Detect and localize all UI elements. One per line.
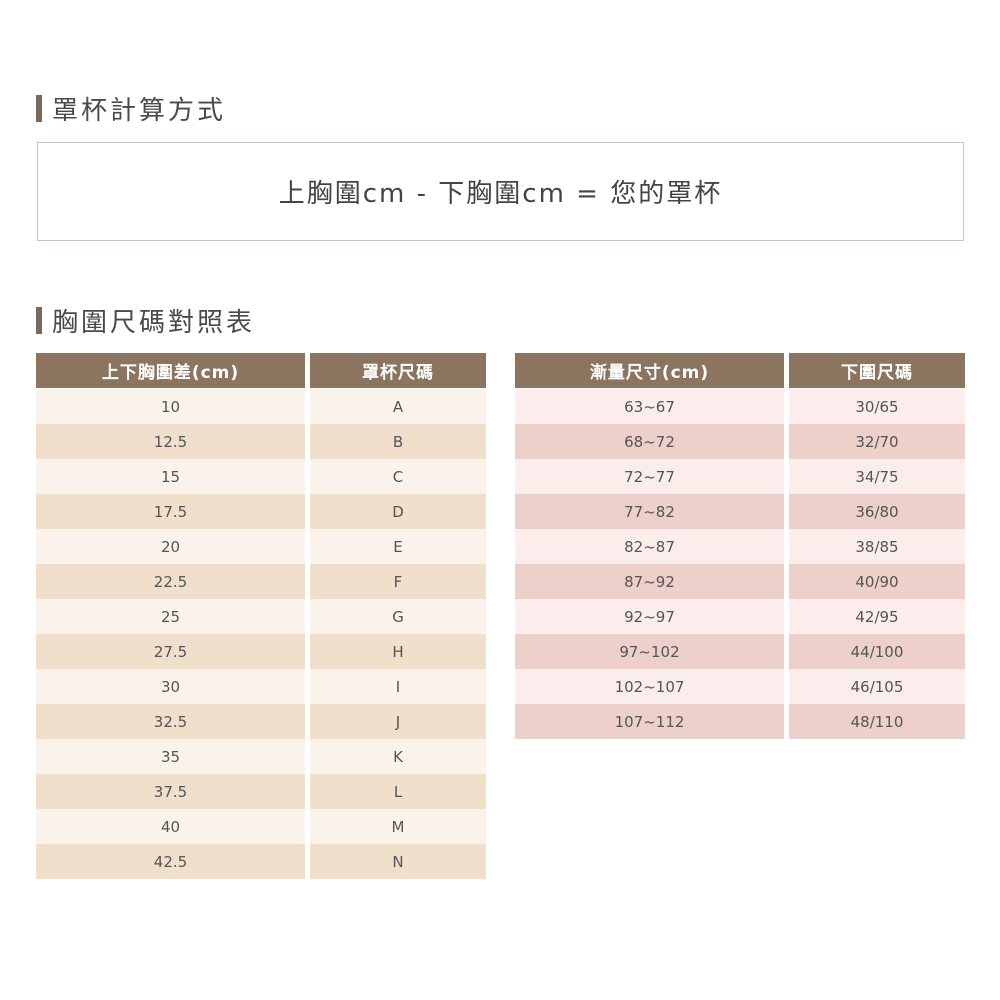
table-cell: 15 bbox=[36, 459, 305, 494]
table-cell: 48/110 bbox=[789, 704, 965, 739]
table-cell: 40 bbox=[36, 809, 305, 844]
table-cell: 34/75 bbox=[789, 459, 965, 494]
table-cell: 30/65 bbox=[789, 389, 965, 424]
table-cell: 42.5 bbox=[36, 844, 305, 879]
table-cell: N bbox=[310, 844, 486, 879]
table-cell: 40/90 bbox=[789, 564, 965, 599]
table-cell: 107~112 bbox=[515, 704, 784, 739]
table-cell: 68~72 bbox=[515, 424, 784, 459]
table-cell: F bbox=[310, 564, 486, 599]
formula-box: 上胸圍cm - 下胸圍cm = 您的罩杯 bbox=[37, 142, 964, 241]
table-cell: 10 bbox=[36, 389, 305, 424]
table-cell: 82~87 bbox=[515, 529, 784, 564]
formula-text: 上胸圍cm - 下胸圍cm = 您的罩杯 bbox=[278, 179, 723, 209]
table-cell: M bbox=[310, 809, 486, 844]
table-cell: G bbox=[310, 599, 486, 634]
table-cell: 35 bbox=[36, 739, 305, 774]
table-cell: 77~82 bbox=[515, 494, 784, 529]
column-header: 漸量尺寸(cm) bbox=[515, 353, 784, 388]
column-header: 上下胸圍差(cm) bbox=[36, 353, 305, 388]
table-cell: A bbox=[310, 389, 486, 424]
table-cell: 36/80 bbox=[789, 494, 965, 529]
column-header: 罩杯尺碼 bbox=[310, 353, 486, 388]
column-diff: 上下胸圍差(cm) 10 12.5 15 17.5 20 22.5 25 27.5 30 32.5 3… bbox=[36, 353, 305, 879]
table-cell: 17.5 bbox=[36, 494, 305, 529]
table-cell: 30 bbox=[36, 669, 305, 704]
title-accent-bar bbox=[36, 307, 42, 334]
table-cell: 97~102 bbox=[515, 634, 784, 669]
table-cell: C bbox=[310, 459, 486, 494]
table-cell: 25 bbox=[36, 599, 305, 634]
section-title-text: 胸圍尺碼對照表 bbox=[52, 308, 256, 338]
table-cell: 87~92 bbox=[515, 564, 784, 599]
table-cell: 102~107 bbox=[515, 669, 784, 704]
table-cell: 46/105 bbox=[789, 669, 965, 704]
table-cell: 27.5 bbox=[36, 634, 305, 669]
table-cell: 92~97 bbox=[515, 599, 784, 634]
table-cell: H bbox=[310, 634, 486, 669]
table-cell: 38/85 bbox=[789, 529, 965, 564]
table-cell: 44/100 bbox=[789, 634, 965, 669]
table-cell: J bbox=[310, 704, 486, 739]
table-cell: 22.5 bbox=[36, 564, 305, 599]
column-band: 下圍尺碼 30/65 32/70 34/75 36/80 38/85 40/90 42/95 4… bbox=[789, 353, 965, 739]
column-cup: 罩杯尺碼 A B C D E F G H I J K L M N bbox=[310, 353, 486, 879]
column-header: 下圍尺碼 bbox=[789, 353, 965, 388]
table-cell: D bbox=[310, 494, 486, 529]
column-range: 漸量尺寸(cm) 63~67 68~72 72~77 77~82 82~87 87~92 92… bbox=[515, 353, 784, 739]
table-cell: 72~77 bbox=[515, 459, 784, 494]
section-title-size-chart: 胸圍尺碼對照表 bbox=[36, 302, 255, 339]
table-cell: K bbox=[310, 739, 486, 774]
table-cell: 63~67 bbox=[515, 389, 784, 424]
table-cell: E bbox=[310, 529, 486, 564]
title-accent-bar bbox=[36, 95, 42, 122]
cup-size-table: 上下胸圍差(cm) 10 12.5 15 17.5 20 22.5 25 27.5 30 32.5 3… bbox=[36, 353, 486, 879]
table-cell: B bbox=[310, 424, 486, 459]
band-size-table: 漸量尺寸(cm) 63~67 68~72 72~77 77~82 82~87 87~92 92… bbox=[515, 353, 965, 739]
section-title-text: 罩杯計算方式 bbox=[52, 96, 227, 126]
table-cell: 32/70 bbox=[789, 424, 965, 459]
table-cell: 37.5 bbox=[36, 774, 305, 809]
table-cell: 32.5 bbox=[36, 704, 305, 739]
section-title-cup-calc: 罩杯計算方式 bbox=[36, 90, 226, 127]
table-cell: 12.5 bbox=[36, 424, 305, 459]
table-cell: 42/95 bbox=[789, 599, 965, 634]
table-cell: I bbox=[310, 669, 486, 704]
table-cell: L bbox=[310, 774, 486, 809]
table-cell: 20 bbox=[36, 529, 305, 564]
